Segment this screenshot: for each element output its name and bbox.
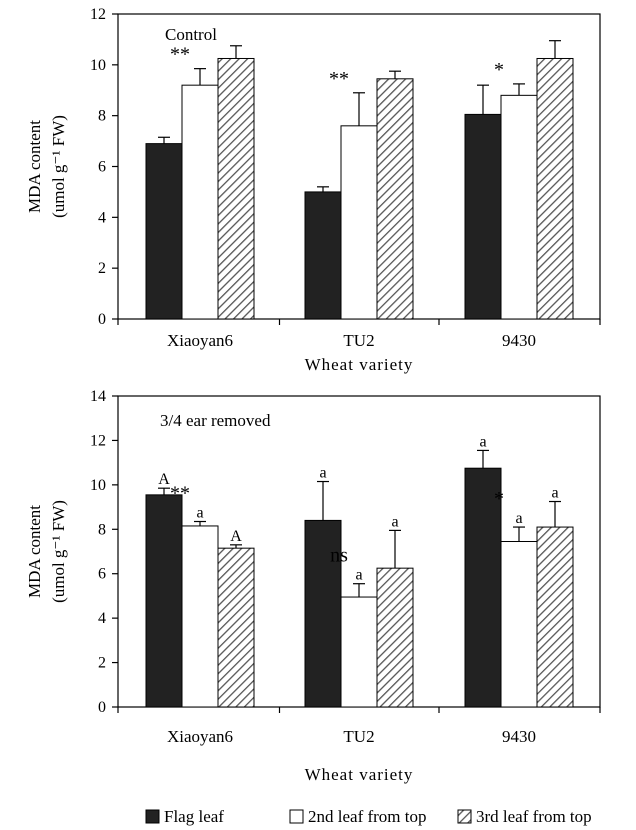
bar-letter: a <box>319 465 326 482</box>
legend-swatch-2nd-leaf <box>289 809 304 824</box>
category-label: Xiaoyan6 <box>167 727 233 746</box>
significance-mark: ns <box>330 545 348 567</box>
chart-title: 3/4 ear removed <box>160 411 271 430</box>
bar-third <box>536 57 574 320</box>
y-tick-label: 10 <box>90 57 106 74</box>
bar-third <box>376 78 414 320</box>
significance-mark: ** <box>329 68 349 90</box>
y-tick-label: 10 <box>90 477 106 494</box>
y-tick-label: 8 <box>98 108 106 125</box>
x-axis-title: Wheat variety <box>305 355 414 374</box>
bar-flag <box>304 191 342 320</box>
significance-mark: * <box>494 59 504 81</box>
y-axis-title: MDA content <box>25 120 44 213</box>
bar-letter: A <box>230 528 242 545</box>
significance-mark: * <box>494 488 504 510</box>
bar-second <box>500 94 538 320</box>
y-tick-label: 8 <box>98 521 106 538</box>
legend-swatch-3rd-leaf <box>457 809 472 824</box>
bar-flag <box>464 113 502 320</box>
legend-swatch-flag-leaf <box>145 809 160 824</box>
bar-second <box>181 84 219 320</box>
y-tick-label: 2 <box>98 260 106 277</box>
y-tick-label: 0 <box>98 311 106 328</box>
legend: Flag leaf 2nd leaf from top 3rd leaf fro… <box>145 807 592 826</box>
bar-letter: a <box>391 513 398 530</box>
chart-title: Control <box>165 25 217 44</box>
bar-second <box>340 125 378 320</box>
y-tick-label: 12 <box>90 6 106 23</box>
bar-flag <box>145 143 183 320</box>
bar-letter: a <box>196 505 203 522</box>
y-tick-label: 14 <box>90 388 106 405</box>
bar-second <box>500 541 538 708</box>
category-label: Xiaoyan6 <box>167 331 233 350</box>
y-tick-label: 0 <box>98 699 106 716</box>
category-label: 9430 <box>502 727 536 746</box>
bar-third <box>536 526 574 708</box>
y-tick-label: 4 <box>98 610 106 627</box>
bar-third <box>217 57 255 320</box>
category-label: 9430 <box>502 331 536 350</box>
legend-label-flag-leaf: Flag leaf <box>164 807 224 826</box>
bar-flag <box>145 494 183 708</box>
category-label: TU2 <box>343 727 374 746</box>
y-tick-label: 6 <box>98 159 106 176</box>
significance-mark: ** <box>170 483 190 505</box>
bar-letter: a <box>479 433 486 450</box>
bar-second <box>181 525 219 708</box>
bar-second <box>340 596 378 708</box>
bar-flag <box>464 467 502 708</box>
bar-third <box>217 547 255 708</box>
control-chart: 0 2 4 6 8 10 12 Xiaoyan6 TU2 9430 Wheat variety MDA… <box>25 6 601 374</box>
bar-letter: a <box>355 567 362 584</box>
y-axis-title: MDA content <box>25 505 44 598</box>
ear-removed-chart: 0 2 4 6 8 10 12 14 Xiaoyan6 TU2 9430 Wheat variety M… <box>25 388 601 784</box>
bar-letter: A <box>158 471 170 488</box>
y-tick-label: 12 <box>90 432 106 449</box>
y-axis-title-units: (umol g⁻¹ FW) <box>49 115 68 218</box>
y-tick-label: 4 <box>98 209 106 226</box>
legend-label-3rd-leaf: 3rd leaf from top <box>476 807 592 826</box>
significance-mark: ** <box>170 44 190 66</box>
y-tick-label: 2 <box>98 655 106 672</box>
bar-third <box>376 567 414 708</box>
y-axis-title-units: (umol g⁻¹ FW) <box>49 500 68 603</box>
category-label: TU2 <box>343 331 374 350</box>
legend-label-2nd-leaf: 2nd leaf from top <box>308 807 427 826</box>
y-tick-label: 6 <box>98 566 106 583</box>
bar-letter: a <box>551 485 558 502</box>
x-axis-title: Wheat variety <box>305 765 414 784</box>
bar-letter: a <box>515 510 522 527</box>
bar-flag <box>304 519 342 708</box>
